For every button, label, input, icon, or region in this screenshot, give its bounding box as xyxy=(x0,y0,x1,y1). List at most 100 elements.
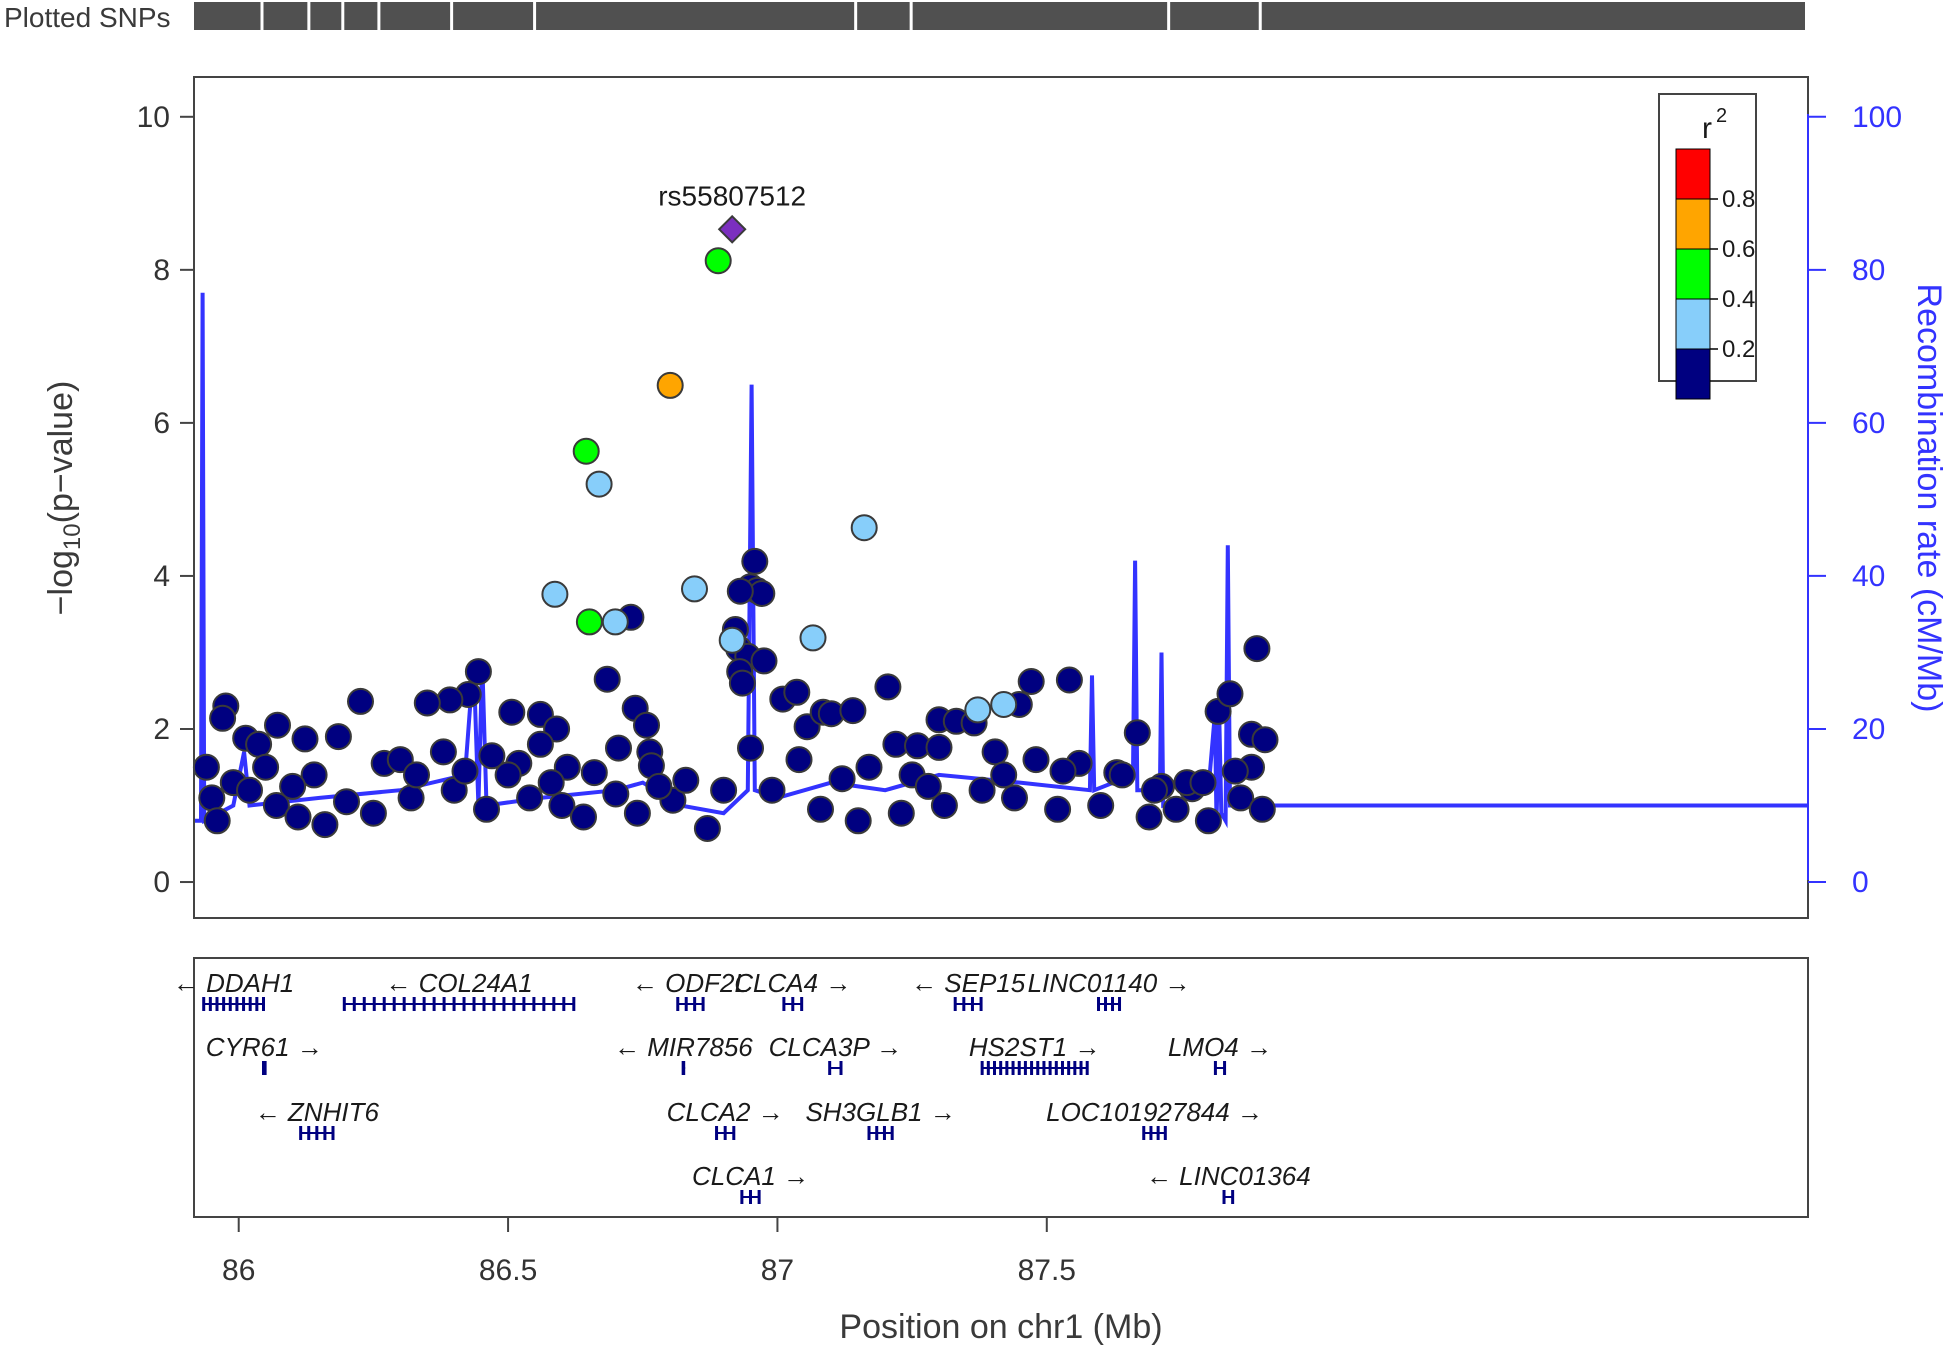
snp-point xyxy=(874,673,902,701)
snp-point xyxy=(1017,668,1045,695)
y2-tick-label: 80 xyxy=(1852,254,1885,287)
lead-snp-layer: rs55807512 xyxy=(658,180,806,244)
legend-entry: 0.8 xyxy=(1722,186,1755,213)
plotted-snps-segment xyxy=(310,2,342,30)
snp-point xyxy=(1055,666,1083,694)
snp-point xyxy=(473,795,500,823)
gene-label: ← MIR7856 xyxy=(614,1032,753,1062)
lead-snp-label: rs55807512 xyxy=(658,180,806,211)
snp-point xyxy=(828,765,856,793)
y-axis-label: −log10(p−value) xyxy=(42,381,86,616)
snp-point xyxy=(262,792,290,819)
gene-label: ← ODF2L xyxy=(632,968,749,998)
plotted-snps-segment xyxy=(344,2,378,30)
gene-odf2l: ← ODF2L xyxy=(632,968,749,1011)
gene-label: LMO4 → xyxy=(1168,1032,1272,1062)
gene-linc01364: ← LINC01364 xyxy=(1146,1161,1311,1204)
y2-tick-label: 20 xyxy=(1852,713,1885,746)
snp-point xyxy=(1044,795,1072,823)
snp-point xyxy=(601,608,629,636)
gene-linc01140: LINC01140 → xyxy=(1028,968,1190,1011)
r2-legend: r 2 0.8 0.6 0.4 0.2 xyxy=(1658,93,1757,400)
snp-point xyxy=(1221,757,1249,785)
y2-tick-label: 0 xyxy=(1852,866,1869,899)
gene-ddah1: ← DDAH1 xyxy=(173,968,294,1011)
snp-point xyxy=(300,761,328,789)
snp-point xyxy=(494,761,522,789)
snp-point xyxy=(451,757,479,785)
gene-label: CLCA3P → xyxy=(769,1032,902,1062)
snp-point xyxy=(593,665,621,693)
snp-point xyxy=(570,803,597,831)
gene-col24a1: ← COL24A1 xyxy=(342,968,576,1011)
snp-point xyxy=(930,792,958,819)
plotted-snps-segment xyxy=(1261,2,1805,30)
snp-point xyxy=(192,753,220,781)
snp-point xyxy=(633,711,660,739)
snp-point xyxy=(1087,792,1115,819)
gene-label: CLCA2 → xyxy=(667,1097,784,1127)
snp-point xyxy=(580,759,608,787)
snp-point xyxy=(245,730,273,758)
snp-point xyxy=(209,704,237,732)
gene-label: ← COL24A1 xyxy=(385,968,532,998)
gene-clca4: CLCA4 → xyxy=(734,968,851,1011)
snp-point xyxy=(726,577,754,605)
snp-point xyxy=(548,792,576,819)
snp-point xyxy=(526,730,554,758)
snp-point xyxy=(728,669,756,697)
snp-point xyxy=(602,780,630,808)
legend-title-sup: 2 xyxy=(1716,105,1727,127)
snp-point xyxy=(718,626,746,654)
y2-tick-label: 60 xyxy=(1852,407,1885,440)
gene-clca1: CLCA1 → xyxy=(692,1161,809,1204)
gene-clca2: CLCA2 → xyxy=(667,1097,784,1140)
snp-point xyxy=(498,698,526,726)
y-tick-label: 8 xyxy=(153,254,170,287)
y-tick-label: 4 xyxy=(153,560,170,593)
snp-point xyxy=(1216,680,1244,708)
snp-point xyxy=(672,766,700,794)
snp-point xyxy=(252,753,280,781)
snp-points-layer xyxy=(192,247,1279,842)
snp-point xyxy=(1248,795,1276,823)
snp-point xyxy=(397,784,425,812)
gene-clca3p: CLCA3P → xyxy=(769,1032,902,1075)
snp-point xyxy=(990,761,1018,789)
snp-point xyxy=(1189,769,1217,797)
plotted-snps-segment xyxy=(536,2,855,30)
gene-label: CLCA1 → xyxy=(692,1161,809,1191)
snp-point xyxy=(1227,784,1255,812)
legend-title: r xyxy=(1702,112,1712,145)
snp-point xyxy=(681,575,708,603)
snp-point xyxy=(783,678,811,706)
snp-point xyxy=(605,734,632,762)
main-plot-frame xyxy=(193,76,1809,919)
y-tick-label: 0 xyxy=(153,866,170,899)
snp-point xyxy=(413,689,441,717)
snp-point xyxy=(693,815,721,842)
y-tick-label: 2 xyxy=(153,713,170,746)
snp-point xyxy=(478,742,506,770)
gene-label: ← ZNHIT6 xyxy=(255,1097,380,1127)
snp-point xyxy=(291,725,319,753)
snp-point xyxy=(429,738,457,766)
snp-point xyxy=(403,761,430,789)
snp-point xyxy=(264,711,291,739)
legend-swatch-0.2-0.4 xyxy=(1675,298,1711,350)
y-axis-left: 0 2 4 6 8 10 xyxy=(137,101,195,899)
plotted-snps-label: Plotted SNPs xyxy=(4,2,171,33)
snp-point xyxy=(537,769,565,797)
y2-tick-label: 40 xyxy=(1852,560,1885,593)
legend-swatch-0.6-0.8 xyxy=(1675,198,1711,250)
gene-label: ← DDAH1 xyxy=(173,968,294,998)
plotted-snps-segment xyxy=(857,2,910,30)
snp-point xyxy=(1001,784,1028,812)
gene-label: ← SEP15 xyxy=(911,968,1026,998)
x-tick-label: 86.5 xyxy=(479,1254,537,1287)
x-tick-label: 87.5 xyxy=(1018,1254,1076,1287)
snp-point xyxy=(1123,719,1151,747)
snp-point xyxy=(799,624,827,652)
snp-point xyxy=(750,647,778,675)
